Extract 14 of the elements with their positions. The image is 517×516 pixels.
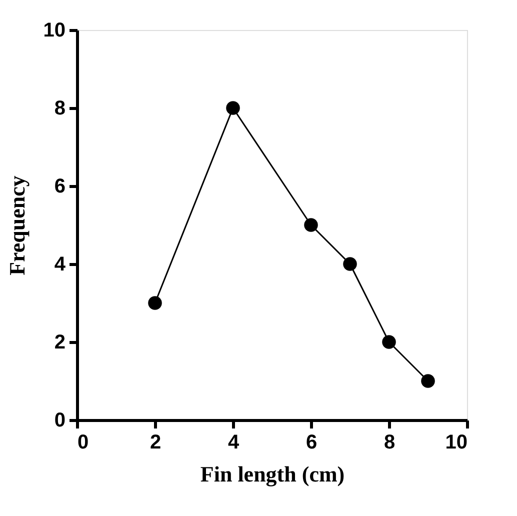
y-tick-label: 0: [54, 410, 66, 432]
y-tick-label: 4: [54, 254, 66, 276]
y-tick-label: 6: [54, 176, 66, 198]
x-tick-label: 6: [306, 432, 318, 454]
y-tick-label: 2: [54, 332, 66, 354]
x-tick-label: 4: [228, 432, 240, 454]
y-tick-label: 8: [54, 98, 66, 120]
x-axis-title: Fin length (cm): [200, 462, 345, 486]
y-axis-title: Frequency: [4, 176, 30, 276]
y-tick-label: 10: [43, 20, 66, 42]
x-tick-label: 10: [445, 432, 468, 454]
x-tick-label: 8: [384, 432, 396, 454]
x-tick-label: 2: [150, 432, 162, 454]
x-tick-label: 0: [78, 432, 89, 454]
